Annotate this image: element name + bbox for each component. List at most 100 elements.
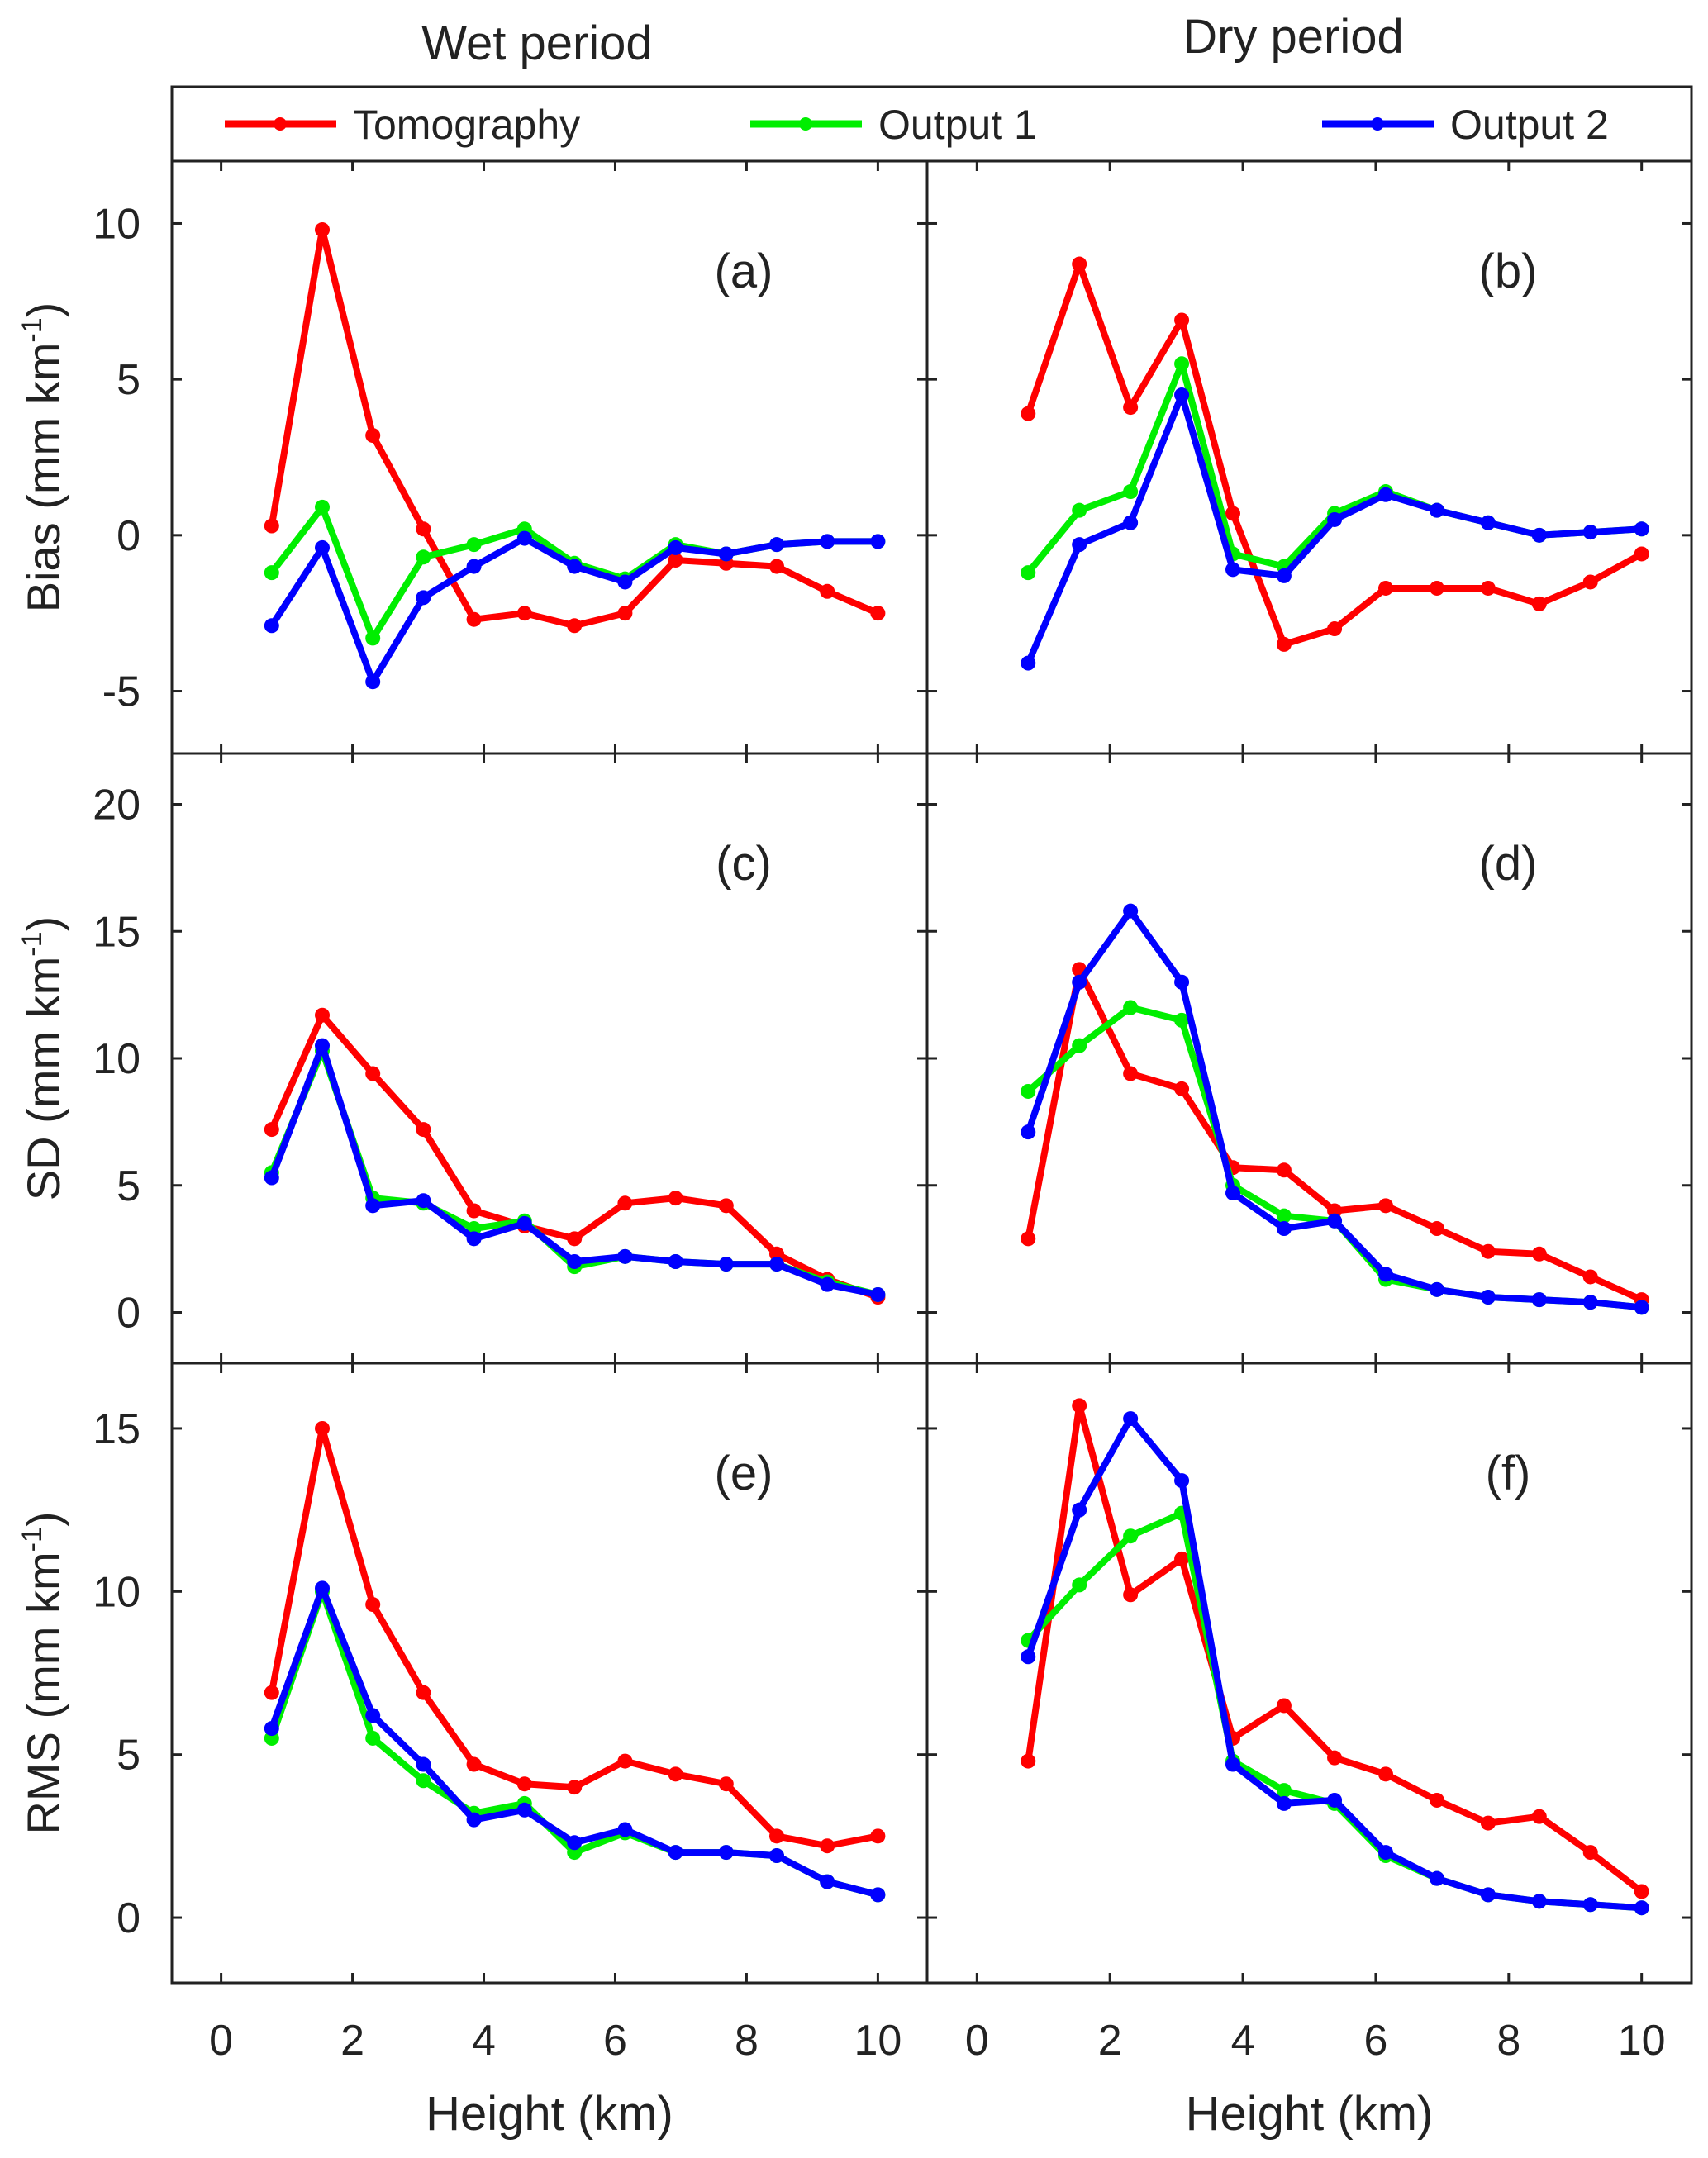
data-point <box>1072 1038 1087 1053</box>
data-point <box>870 534 886 549</box>
data-point <box>466 611 482 627</box>
panel-e: 0 2 4 6 8 10 0 5 10 15 RMS (mm km-1) Height (km) (e) <box>17 1362 929 2141</box>
x-tick-label: 2 <box>340 2017 364 2065</box>
data-point <box>1429 580 1444 596</box>
data-point <box>1480 1243 1496 1259</box>
data-point <box>264 1721 279 1737</box>
axes-box <box>925 159 1693 755</box>
data-point <box>820 534 835 549</box>
data-point <box>1072 1502 1087 1518</box>
data-point <box>617 606 633 621</box>
data-point <box>820 1874 835 1889</box>
data-point <box>1327 1792 1343 1808</box>
data-point <box>516 530 532 546</box>
data-point <box>1480 1815 1496 1831</box>
y-tick-label: 10 <box>93 1568 140 1616</box>
series-output-2 <box>1021 903 1649 1315</box>
data-point <box>567 1835 583 1851</box>
data-point <box>567 618 583 634</box>
data-point <box>1021 565 1036 581</box>
data-point <box>768 1848 784 1864</box>
series-output-2 <box>1021 1411 1649 1916</box>
data-point <box>1582 1269 1598 1285</box>
y-axis-label-main: Bias (mm km <box>17 343 69 613</box>
series-line <box>1025 1415 1642 1912</box>
panel-c: 0 5 10 15 20 SD (mm km-1) (c) <box>17 752 929 1365</box>
data-point <box>668 1766 683 1782</box>
data-point <box>315 1420 331 1436</box>
y-axis-label-sup: -1 <box>17 317 48 342</box>
data-point <box>768 1828 784 1844</box>
data-point <box>1174 1012 1190 1028</box>
data-point <box>1480 580 1496 596</box>
axes-box <box>925 1362 1693 1985</box>
series-tomography <box>264 222 886 634</box>
data-point <box>1634 521 1649 537</box>
x-axis-label: Height (km) <box>426 2087 673 2141</box>
legend-label-1: Output 1 <box>878 102 1037 148</box>
y-axis-label: RMS (mm km-1) <box>17 1511 69 1834</box>
data-point <box>567 1254 583 1269</box>
data-point <box>1378 1766 1393 1782</box>
x-tick-label: 8 <box>735 2017 759 2065</box>
data-point <box>617 574 633 590</box>
series-line <box>1025 1402 1644 1894</box>
series-output-2 <box>264 1580 886 1903</box>
data-point <box>768 1246 784 1262</box>
data-point <box>1174 387 1190 403</box>
data-point <box>1174 1081 1190 1096</box>
y-tick-label: 15 <box>93 1405 140 1453</box>
data-point <box>1378 1198 1393 1214</box>
data-point <box>315 222 331 238</box>
data-point <box>365 674 381 690</box>
data-point <box>264 618 279 634</box>
data-point <box>1174 1473 1190 1489</box>
data-point <box>668 1191 683 1206</box>
x-tick-label: 10 <box>854 2017 902 2065</box>
data-point <box>365 1730 381 1746</box>
data-point <box>1276 1162 1292 1178</box>
data-point <box>1327 1203 1343 1219</box>
panel-f: 0 2 4 6 8 10 Height (km) (f) <box>925 1362 1693 2141</box>
data-point <box>365 1708 381 1723</box>
data-point <box>1021 1649 1036 1665</box>
data-point <box>264 1685 279 1700</box>
data-point <box>1072 537 1087 553</box>
data-point <box>365 1597 381 1613</box>
data-point <box>1123 1000 1139 1015</box>
data-point <box>617 1822 633 1837</box>
y-axis-label-close: ) <box>17 1511 69 1527</box>
data-point <box>315 1007 331 1023</box>
x-tick-label: 4 <box>472 2017 496 2065</box>
data-point <box>416 1193 431 1209</box>
y-tick-label: 5 <box>117 356 140 404</box>
data-point <box>1480 1887 1496 1903</box>
data-point <box>1531 1246 1547 1262</box>
data-point <box>1634 1300 1649 1315</box>
x-tick-label: 2 <box>1098 2017 1122 2065</box>
x-tick-label: 6 <box>603 2017 627 2065</box>
data-point <box>1225 1185 1240 1200</box>
x-tick-label: 0 <box>965 2017 989 2065</box>
data-point <box>365 630 381 646</box>
y-tick-label: 0 <box>117 1290 140 1338</box>
data-point <box>768 1257 784 1272</box>
data-point <box>1123 903 1139 919</box>
data-point <box>1174 356 1190 372</box>
data-point <box>668 553 683 568</box>
data-point <box>1582 1295 1598 1310</box>
x-tick-label: 0 <box>209 2017 233 2065</box>
data-point <box>466 1231 482 1247</box>
data-point <box>1531 527 1547 543</box>
data-point <box>1429 502 1444 518</box>
series-tomography <box>1021 962 1649 1308</box>
y-tick-label: 15 <box>93 908 140 956</box>
data-point <box>1327 621 1343 637</box>
data-point <box>466 1812 482 1828</box>
data-point <box>1123 1528 1139 1544</box>
data-point <box>567 559 583 574</box>
y-tick-label: 10 <box>93 200 140 248</box>
data-point <box>1174 312 1190 328</box>
data-point <box>1429 1792 1444 1808</box>
data-point <box>1276 1208 1292 1224</box>
